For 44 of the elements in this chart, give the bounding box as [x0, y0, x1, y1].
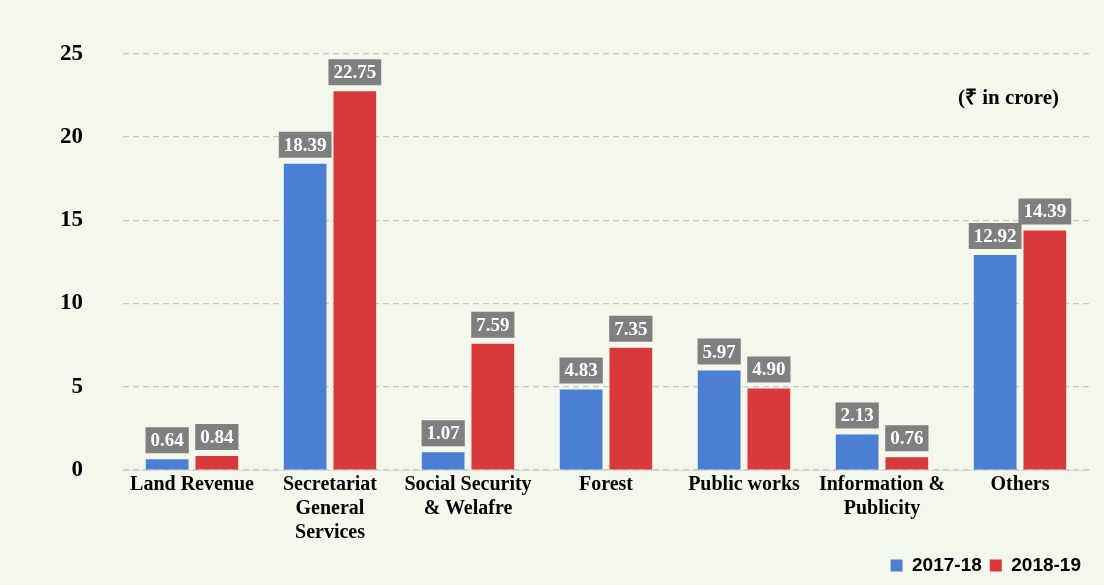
annotation: (₹ in crore): [957, 85, 1059, 110]
bar: [195, 456, 239, 470]
data-label: 2.13: [840, 404, 874, 426]
data-label: 12.92: [973, 224, 1017, 246]
data-label: 0.64: [150, 429, 185, 451]
bar: [609, 347, 653, 470]
y-tick-label: 10: [60, 289, 83, 315]
data-label: 0.84: [200, 425, 234, 447]
data-label: 14.39: [1023, 200, 1067, 222]
x-tick-label: Forest: [578, 472, 634, 495]
bar: [471, 343, 515, 470]
bar: [835, 434, 879, 470]
bar: [145, 459, 189, 470]
y-tick-label: 5: [71, 372, 83, 398]
bar: [885, 457, 929, 470]
data-label: 1.07: [426, 422, 461, 444]
bar: [1023, 230, 1067, 470]
y-tick-label: 25: [60, 39, 83, 65]
data-label: 0.76: [890, 427, 924, 449]
legend-label: 2017-18: [912, 553, 982, 575]
bar: [559, 389, 603, 470]
data-label: 18.39: [283, 133, 327, 155]
x-tick-label: Land Revenue: [130, 472, 255, 495]
data-label: 22.75: [333, 61, 377, 83]
y-tick-label: 0: [71, 455, 83, 481]
y-tick-label: 15: [60, 206, 83, 232]
bar: [421, 452, 465, 470]
data-label: 4.90: [752, 358, 786, 380]
y-tick-label: 20: [60, 122, 83, 148]
bar: [973, 254, 1017, 470]
x-tick-label: Others: [990, 472, 1050, 495]
bar: [697, 370, 741, 470]
x-tick-label: Information & Publicity: [818, 472, 946, 520]
bar: [283, 163, 327, 470]
data-label: 7.59: [476, 313, 510, 335]
bar: [333, 91, 377, 470]
legend-label: 2018-19: [1011, 553, 1082, 575]
data-label: 5.97: [702, 340, 737, 362]
data-label: 7.35: [614, 317, 648, 339]
bar: [747, 388, 791, 470]
x-tick-label: Public works: [688, 472, 801, 495]
data-label: 4.83: [564, 359, 598, 381]
x-tick-label: Social Security & Welafre: [404, 472, 532, 519]
x-tick-label: Secretariat General Services: [282, 472, 378, 543]
